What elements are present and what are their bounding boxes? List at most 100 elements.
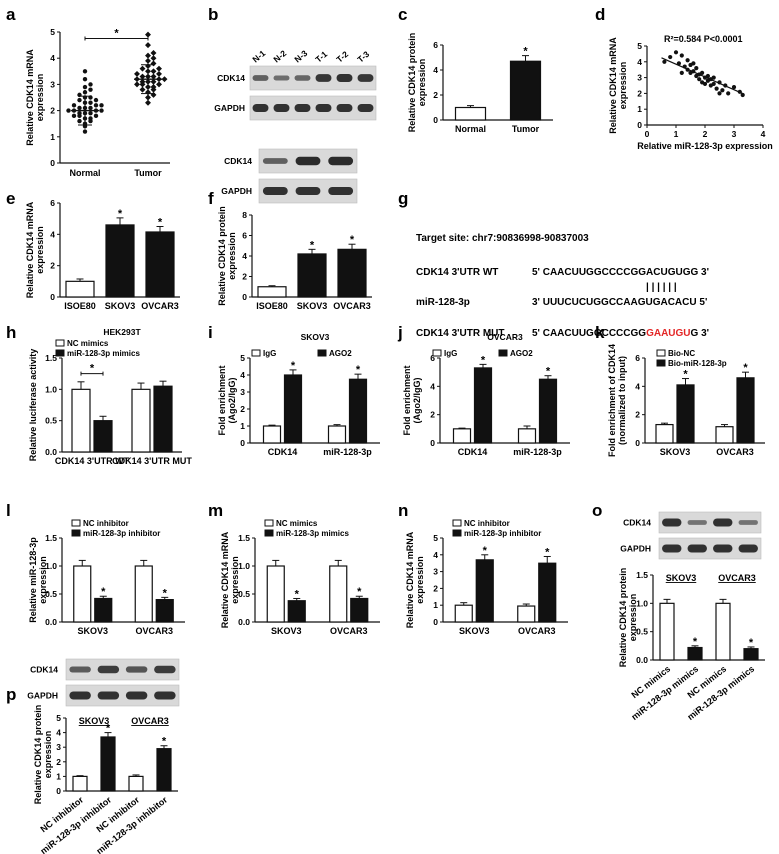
western-blot-f: CDK14 GAPDH [221,148,358,204]
legend-label: NC mimics [67,339,109,348]
significance-star: * [118,208,123,220]
data-point-tumor [150,91,157,98]
blot-band [125,691,148,700]
y-tick-label: 0 [56,786,61,796]
data-point-normal [82,84,88,90]
data-point-tumor [134,81,140,88]
bar [93,420,113,453]
y-tick-label: 3 [50,79,55,89]
x-category-label: CDK14 3'UTR MUT [112,456,192,466]
bar [155,598,174,623]
chart-d: 0 1 2 3 4 5 Relative CDK14 mRNAexpression 0 1 2 3 4… [608,34,773,151]
blot-band [294,75,311,81]
panel-label-b: b [208,5,218,24]
y-tick-label: 0.5 [636,627,648,637]
sequence-panel-g: Target site: chr7:90836998-90837003 CDK1… [416,233,709,339]
blot-strip [65,684,180,707]
y-axis-title: Relative CDK14 proteinexpression [217,206,237,306]
y-axis-title-line: Relative CDK14 protein [33,705,43,805]
western-blot-p: CDK14 GAPDH [27,658,180,707]
y-axis-title: Relative CDK14 mRNAexpression [25,49,45,146]
blot-row-label: GAPDH [620,544,651,554]
data-point-tumor [156,81,162,88]
x-category-label: Normal [455,124,486,134]
blot-row-label: GAPDH [27,691,58,701]
y-tick-label: 2 [240,404,245,414]
x-category-label: OVCAR3 [518,626,556,636]
legend-swatch [71,529,81,537]
y-axis-title: Fold enrichment of CDK14(normalized to i… [607,344,627,457]
bar [71,388,91,453]
y-tick-label: 2 [430,410,435,420]
y-tick-label: 6 [242,231,247,241]
bar [73,565,92,623]
x-tick-label: 4 [761,129,766,139]
bar [131,388,151,453]
significance-star: * [743,362,748,374]
significance-star: * [546,366,551,378]
y-axis-title-line: Relative CDK14 mRNA [25,201,35,298]
bar [454,106,487,121]
blot-band [273,75,290,81]
bar [517,428,537,444]
y-tick-label: 4 [635,381,640,391]
significance-star: * [106,723,111,735]
x-category-label: SKOV3 [459,626,490,636]
blot-band [295,186,321,196]
data-point [717,91,722,96]
significance-star: * [310,239,315,251]
significance-star: * [545,546,550,558]
data-point-tumor [150,55,157,62]
y-axis-title-line: Relative miR-128-3p [28,537,38,623]
legend-label: AGO2 [329,349,352,358]
regression-line [661,57,745,95]
bar [715,426,734,444]
data-point-normal [93,103,99,108]
panel-label-i: i [208,323,213,342]
panel-label-e: e [6,189,15,208]
bar [153,385,173,453]
blot-band [713,544,733,553]
bar [65,280,95,298]
target-site-label: Target site: chr7:90836998-90837003 [416,233,589,244]
blot-band [357,74,374,82]
y-tick-label: 0 [637,120,642,130]
significance-star: * [481,354,486,366]
panel-label-l: l [6,501,11,520]
bar [337,248,367,298]
y-axis-title-line: Relative CDK14 mRNA [25,49,35,146]
seq-mut: 5' CAACUUGGCCCCGGGAAUGUG 3' [532,328,709,339]
bar [715,602,731,661]
y-tick-label: 5 [240,353,245,363]
y-tick-label: 4 [50,53,55,63]
panel-label-o: o [592,501,602,520]
y-tick-label: 6 [433,40,438,50]
panel-label-j: j [397,323,403,342]
group-label: SKOV3 [666,573,697,583]
bar [156,748,172,792]
x-category-label: SKOV3 [297,301,328,311]
legend-label: IgG [263,349,276,358]
chart-n: 0 1 2 3 4 5 Relative CDK14 mRNAexpression * SKOV… [405,519,568,636]
bar [297,253,327,298]
y-tick-label: 1.5 [45,533,57,543]
blot-band [154,665,176,674]
significance-star: * [101,586,106,598]
significance-star: * [162,736,167,748]
blot-band [662,544,682,553]
data-point [685,58,690,63]
blot-band [262,158,288,164]
chart-title: SKOV3 [301,332,330,342]
x-category-label: ISOE80 [256,301,288,311]
panel-label-a: a [6,5,16,24]
blot-band [687,544,707,553]
blot-band [252,103,269,113]
chart-j: 0 2 4 6 Fold enrichment(Ago2/IgG) * CDK14 * miR-… [402,332,570,457]
y-tick-label: 1.0 [636,598,648,608]
blot-lane-label: N-1 [250,48,267,65]
y-axis-title: Relative CDK14 proteinexpression [407,33,427,133]
blot-band [252,75,269,81]
y-tick-label: 1.5 [636,570,648,580]
y-tick-label: 0 [635,438,640,448]
